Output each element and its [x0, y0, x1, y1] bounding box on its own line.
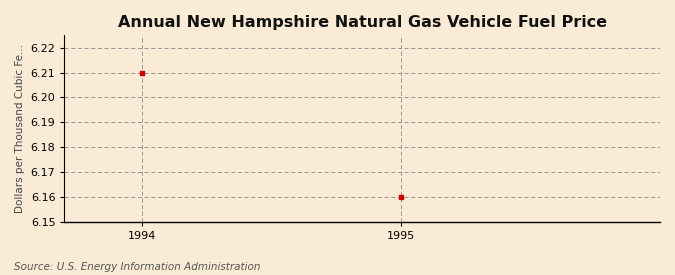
Text: Source: U.S. Energy Information Administration: Source: U.S. Energy Information Administ… — [14, 262, 260, 272]
Y-axis label: Dollars per Thousand Cubic Fe...: Dollars per Thousand Cubic Fe... — [15, 44, 25, 213]
Title: Annual New Hampshire Natural Gas Vehicle Fuel Price: Annual New Hampshire Natural Gas Vehicle… — [117, 15, 607, 30]
